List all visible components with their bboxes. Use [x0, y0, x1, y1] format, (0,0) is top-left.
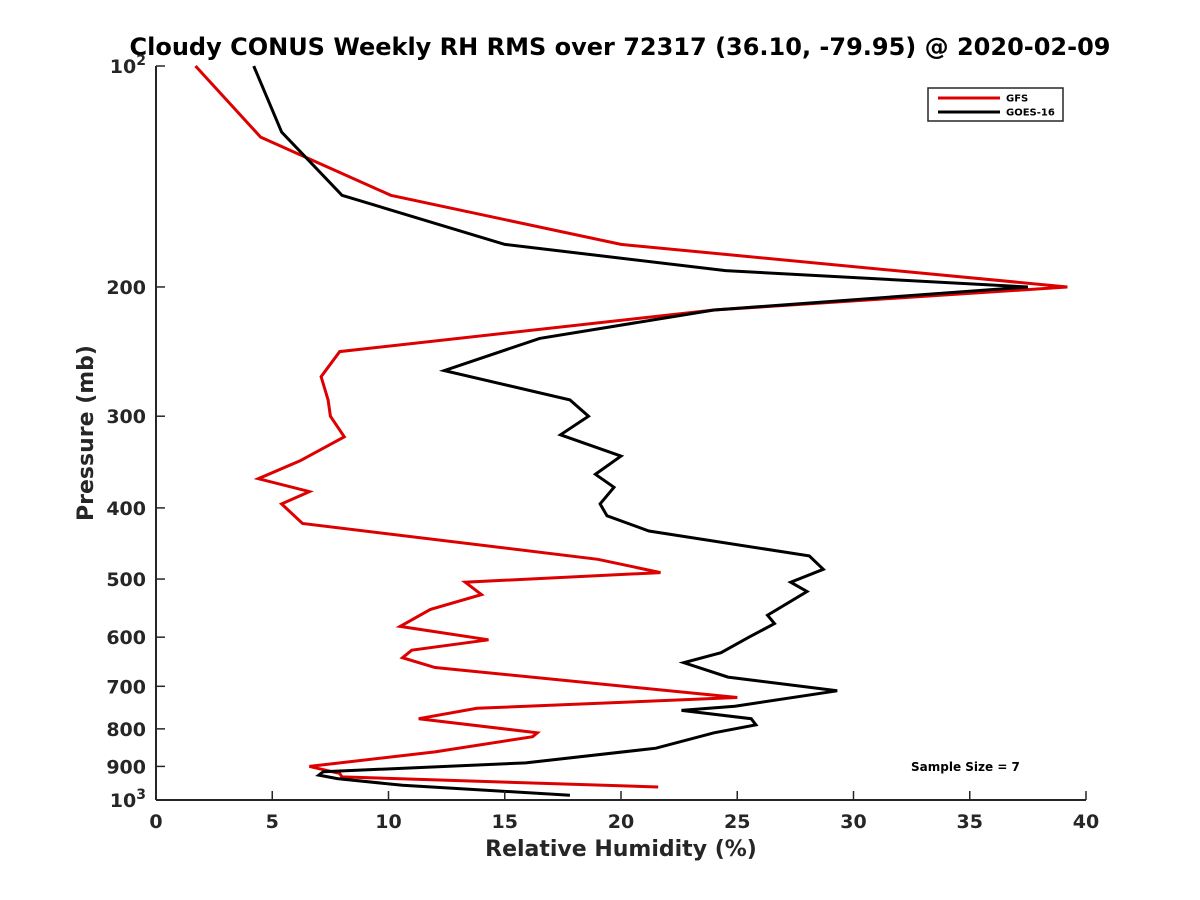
series-line-gfs — [194, 64, 1068, 789]
series-line-goes-16 — [252, 65, 1029, 797]
x-tick-label: 35 — [957, 811, 983, 833]
sample-size-annotation: Sample Size = 7 — [911, 760, 1020, 774]
x-axis-label: Relative Humidity (%) — [485, 837, 757, 862]
axes — [155, 66, 1086, 801]
x-tick-label: 40 — [1073, 811, 1099, 833]
y-tick-label: 103 — [110, 787, 146, 812]
x-tick-label: 20 — [608, 811, 634, 833]
x-tick-label: 15 — [492, 811, 518, 833]
x-tick-label: 30 — [840, 811, 866, 833]
x-tick-label: 25 — [724, 811, 750, 833]
legend-label-gfs: GFS — [1006, 94, 1028, 105]
series-layer — [194, 64, 1068, 797]
y-tick-label: 600 — [106, 627, 146, 649]
y-tick-label: 700 — [106, 676, 146, 698]
y-tick-label: 400 — [106, 498, 146, 520]
y-tick-label: 200 — [106, 277, 146, 299]
legend-box — [927, 87, 1064, 122]
y-tick-label: 800 — [106, 719, 146, 741]
chart-title: Cloudy CONUS Weekly RH RMS over 72317 (3… — [130, 33, 1111, 61]
y-tick-label: 300 — [106, 406, 146, 428]
x-tick-label: 5 — [266, 811, 279, 833]
legend-items: GFS GOES-16 — [938, 94, 1055, 119]
y-tick-label: 900 — [106, 756, 146, 778]
legend-label-goes-16: GOES-16 — [1006, 108, 1055, 119]
x-ticks: 0 5 10 15 20 25 30 35 40 — [149, 791, 1099, 833]
x-tick-label: 0 — [149, 811, 162, 833]
y-tick-label: 102 — [110, 53, 146, 78]
x-tick-label: 10 — [375, 811, 401, 833]
y-ticks: 102 200 300 400 500 600 700 800 900 103 — [106, 53, 165, 812]
y-axis-label: Pressure (mb) — [74, 345, 99, 521]
y-tick-label: 500 — [106, 569, 146, 591]
legend: GFS GOES-16 — [927, 87, 1064, 122]
